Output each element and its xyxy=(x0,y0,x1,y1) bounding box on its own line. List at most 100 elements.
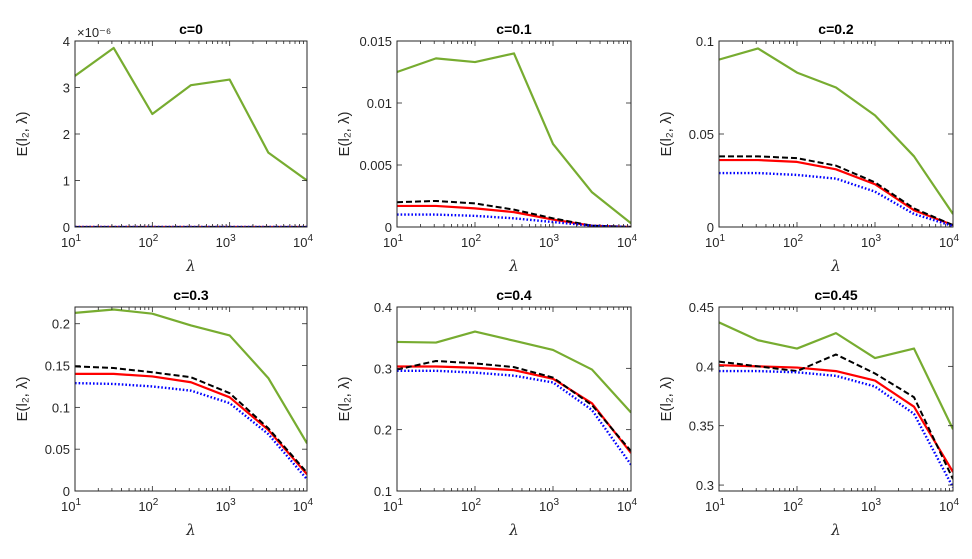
x-tick-label: 101 xyxy=(705,497,725,514)
x-tick-label: 102 xyxy=(138,497,158,514)
series-line-2 xyxy=(75,365,307,474)
series-line-2 xyxy=(397,199,631,227)
series-line-3 xyxy=(397,213,631,227)
y-tick-label: 0 xyxy=(707,220,714,235)
y-tick-label: 0.015 xyxy=(359,34,392,49)
y-tick-label: 0.2 xyxy=(374,423,392,438)
y-tick-label: 0.4 xyxy=(374,300,392,315)
x-tick-label: 103 xyxy=(216,497,236,514)
subplot-1: 101 102 103 104 0 0.005 0.01 0.015 c=0.1 λ E(l₂, λ… xyxy=(336,21,637,275)
series-line-1 xyxy=(719,158,953,227)
subplot-4: 101 102 103 104 0.1 0.2 0.3 0.4 c=0.4 λ E(l₂, λ) xyxy=(336,287,637,539)
x-tick-label: 104 xyxy=(293,497,313,514)
y-axis-label: E(l₂, λ) xyxy=(336,112,353,157)
y-axis-label: E(l₂, λ) xyxy=(14,377,31,422)
series-line-3 xyxy=(397,369,631,466)
y-tick-label: 0.1 xyxy=(52,400,70,415)
series-line-3 xyxy=(75,381,307,481)
subplot-title: c=0.3 xyxy=(173,287,209,303)
axes-box xyxy=(396,40,632,228)
x-tick-label: 101 xyxy=(705,233,725,250)
y-tick-label: 0.05 xyxy=(45,442,70,457)
axes-box xyxy=(718,40,954,228)
series-line-0 xyxy=(719,321,953,430)
y-tick-label: 0.05 xyxy=(689,127,714,142)
y-tick-label: 0.1 xyxy=(374,484,392,499)
series-line-0 xyxy=(719,47,953,215)
x-tick-label: 102 xyxy=(138,233,158,250)
y-tick-label: 0.01 xyxy=(367,96,392,111)
y-tick-label: 0.35 xyxy=(689,419,714,434)
axes-box xyxy=(718,306,954,492)
x-tick-label: 102 xyxy=(783,497,803,514)
series-line-3 xyxy=(719,171,953,227)
series-line-0 xyxy=(75,46,307,182)
series-line-0 xyxy=(75,308,307,444)
series-line-1 xyxy=(719,364,953,473)
series-line-0 xyxy=(397,52,631,225)
x-tick-label: 102 xyxy=(461,497,481,514)
series-line-1 xyxy=(75,372,307,475)
y-tick-label: 3 xyxy=(63,81,70,96)
x-tick-label: 103 xyxy=(539,233,559,250)
y-tick-label: 2 xyxy=(63,127,70,142)
x-axis-label: λ xyxy=(508,521,519,539)
x-tick-label: 101 xyxy=(61,497,81,514)
y-tick-label: 0.1 xyxy=(696,34,714,49)
x-tick-label: 102 xyxy=(783,233,803,250)
x-axis-label: λ xyxy=(508,257,519,275)
y-tick-label: 0.45 xyxy=(689,300,714,315)
x-tick-label: 102 xyxy=(461,233,481,250)
x-tick-label: 104 xyxy=(617,233,637,250)
subplot-2: 101 102 103 104 0 0.05 0.1 c=0.2 λ E(l₂, λ) xyxy=(658,21,959,275)
subplot-title: c=0.1 xyxy=(496,21,532,37)
y-axis-label: E(l₂, λ) xyxy=(336,377,353,422)
y-tick-label: 0.4 xyxy=(696,359,714,374)
subplot-title: c=0.45 xyxy=(814,287,857,303)
subplot-5: 101 102 103 104 0.3 0.35 0.4 0.45 c=0.45 λ E(l₂, λ… xyxy=(658,287,959,539)
y-tick-label: 1 xyxy=(63,174,70,189)
axes-box xyxy=(74,40,308,228)
x-axis-label: λ xyxy=(185,257,196,275)
series-line-2 xyxy=(719,353,953,480)
x-axis-label: λ xyxy=(185,521,196,539)
y-tick-label: 0 xyxy=(63,220,70,235)
y-tick-label: 0 xyxy=(385,220,392,235)
x-axis-label: λ xyxy=(830,521,841,539)
y-tick-label: 0.3 xyxy=(374,361,392,376)
series-line-2 xyxy=(397,359,631,452)
x-tick-label: 103 xyxy=(539,497,559,514)
y-tick-label: 4 xyxy=(63,34,70,49)
x-tick-label: 104 xyxy=(939,233,959,250)
subplot-title: c=0.2 xyxy=(818,21,854,37)
y-axis-label: E(l₂, λ) xyxy=(658,112,675,157)
y-tick-label: 0.15 xyxy=(45,359,70,374)
axes-box xyxy=(396,306,632,492)
series-line-2 xyxy=(719,155,953,227)
x-tick-label: 104 xyxy=(293,233,313,250)
x-tick-label: 104 xyxy=(939,497,959,514)
x-axis-label: λ xyxy=(830,257,841,275)
subplot-0: 101 102 103 104 0 1 2 3 4 ×10⁻⁶ c=0 λ E(l₂, λ) xyxy=(14,21,313,275)
x-tick-label: 101 xyxy=(383,233,403,250)
subplot-3: 101 102 103 104 0 0.05 0.1 0.15 0.2 c=0.3 λ E(l₂, λ… xyxy=(14,287,313,539)
x-tick-label: 104 xyxy=(617,497,637,514)
y-tick-label: 0 xyxy=(63,484,70,499)
subplot-title: c=0.4 xyxy=(496,287,532,303)
y-tick-label: 0.3 xyxy=(696,478,714,493)
subplot-title: c=0 xyxy=(179,21,203,37)
y-tick-label: 0.005 xyxy=(359,158,392,173)
series-line-1 xyxy=(397,365,631,454)
y-tick-label: 0.2 xyxy=(52,317,70,332)
axes-box xyxy=(74,306,308,492)
x-tick-label: 103 xyxy=(861,233,881,250)
series-line-0 xyxy=(397,330,631,414)
y-axis-label: E(l₂, λ) xyxy=(14,112,31,157)
y-axis-label: E(l₂, λ) xyxy=(658,377,675,422)
x-tick-label: 101 xyxy=(383,497,403,514)
y-exponent-label: ×10⁻⁶ xyxy=(77,25,111,40)
x-tick-label: 103 xyxy=(861,497,881,514)
series-line-3 xyxy=(719,369,953,489)
x-tick-label: 103 xyxy=(216,233,236,250)
